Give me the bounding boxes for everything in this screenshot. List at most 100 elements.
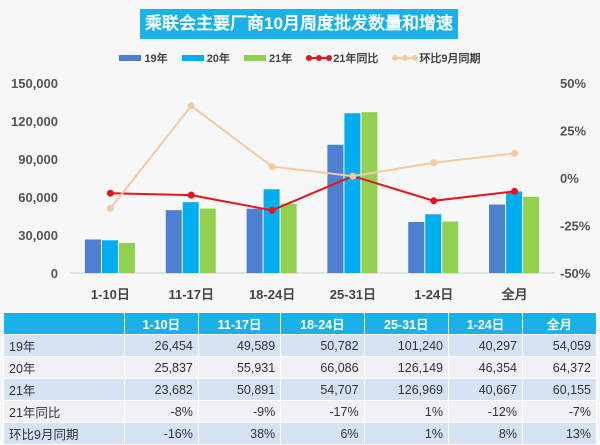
line-21年同比 [110,175,515,212]
header-cell: 18-24日 [280,312,365,335]
table-cell: 25,837 [123,356,199,379]
table-cell: 40,667 [447,378,523,401]
bar-20年 [506,191,523,273]
x-axis-tick: 18-24日 [249,287,295,302]
point-21年同比 [430,197,438,205]
point-环比9月同期 [511,149,519,157]
table-cell: 54,059 [521,334,598,357]
table-cell: 23,682 [123,378,199,401]
x-axis-tick: 25-31日 [330,287,376,302]
table-row: 21年 23,682 50,891 54,707 126,969 40,667 60,155 [3,378,598,401]
x-axis-tick: 1-24日 [414,287,453,302]
legend-swatch [119,55,142,61]
line-环比9月同期 [109,104,515,210]
table-cell: 46,354 [447,356,523,379]
bar-21年 [442,221,459,273]
table-cell: 40,297 [447,334,523,357]
table-row: 20年 25,837 55,931 66,086 126,149 46,354 64,372 [3,356,598,379]
table-cell: 8% [447,422,523,445]
legend-item: 20年 [181,50,230,66]
table-cell: 126,969 [363,378,449,401]
legend-item: 环比9月同期 [392,50,481,66]
bar-21年 [199,208,216,273]
row-label: 环比9月同期 [3,422,125,445]
table-cell: 49,589 [197,334,282,357]
data-table: 1-10日 11-17日 18-24日 25-31日 1-24日 全月 19年 26,454 4… [3,312,598,445]
row-label: 21年同比 [3,400,125,423]
row-label: 20年 [3,356,125,379]
point-环比9月同期 [106,204,114,212]
header-cell: 11-17日 [197,312,282,335]
point-21年同比 [268,206,276,214]
bar-19年 [327,144,344,273]
chart-plot: 0 30,000 60,000 90,000 120,000 150,000 -50% -25… [11,76,591,302]
bar-21年 [118,243,135,273]
legend-item: 19年 [119,50,168,66]
row-label: 21年 [3,378,125,401]
point-环比9月同期 [268,163,276,171]
table-cell: 64,372 [521,356,598,379]
bar-19年 [246,208,263,273]
table-cell: 13% [521,422,598,445]
x-axis-tick: 全月 [501,287,528,302]
bar-20年 [182,202,199,273]
bar-19年 [489,204,506,273]
legend-item: 21年同比 [306,50,378,66]
table-cell: -12% [447,400,523,423]
header-cell [3,312,125,335]
bar-20年 [101,240,118,273]
right-axis-tick: 50% [560,76,586,91]
table-cell: 1% [363,400,449,423]
chart-title: 乘联会主要厂商10月周度批发数量和增速 [140,9,458,39]
legend-label: 环比9月同期 [419,53,481,65]
table-row: 环比9月同期 -16% 38% 6% 1% 8% 13% [3,422,598,445]
x-axis-tick: 11-17日 [168,287,214,302]
legend-swatch [306,55,333,61]
right-axis-tick: -50% [560,266,591,281]
legend-item: 21年 [243,50,293,66]
table-cell: -7% [521,400,598,423]
table-cell: 26,454 [123,334,199,357]
table-row: 21年同比 -8% -9% -17% 1% -12% -7% [3,400,598,423]
legend: 19年 20年 21年 21年同比 环比9月同期 [0,50,600,66]
left-axis-tick: 90,000 [18,152,58,167]
point-21年同比 [187,191,195,199]
right-axis-tick: 0% [560,171,579,186]
table-cell: -9% [197,400,282,423]
row-label: 19年 [3,334,125,357]
bar-21年 [280,203,297,273]
table-cell: 126,149 [363,356,449,379]
point-环比9月同期 [430,159,438,167]
table-cell: 6% [280,422,365,445]
table-cell: 60,155 [521,378,598,401]
left-axis-tick: 60,000 [18,190,58,205]
header-cell: 全月 [521,312,598,335]
point-21年同比 [511,187,519,195]
left-axis-tick: 0 [51,266,58,281]
legend-swatch [392,55,419,61]
legend-label: 20年 [206,53,230,65]
table-cell: 50,782 [280,334,365,357]
legend-label: 21年同比 [333,53,379,65]
bar-20年 [263,189,280,273]
bar-20年 [344,113,361,273]
bar-20年 [425,214,442,273]
bar-19年 [408,221,425,273]
point-21年同比 [106,189,114,197]
table-row: 19年 26,454 49,589 50,782 101,240 40,297 54,059 [3,334,598,357]
bar-21年 [523,196,540,273]
table-cell: 1% [363,422,449,445]
header-cell: 25-31日 [363,312,449,335]
table-cell: 50,891 [197,378,282,401]
header-cell: 1-24日 [447,312,523,335]
table-cell: 38% [197,422,282,445]
right-axis-tick: -25% [560,219,591,234]
legend-label: 21年 [268,53,293,65]
bar-19年 [84,239,101,273]
table-cell: -16% [123,422,199,445]
bar-21年 [361,112,378,273]
left-axis-tick: 120,000 [11,114,58,129]
legend-label: 19年 [144,53,168,65]
table-cell: -8% [123,400,199,423]
